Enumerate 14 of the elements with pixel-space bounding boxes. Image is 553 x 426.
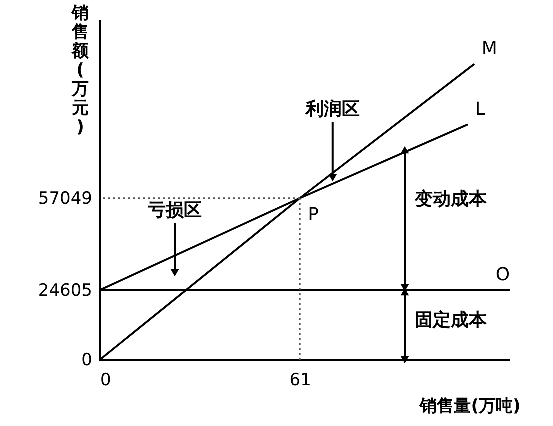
y-tick-label: 0 — [82, 350, 92, 370]
x-tick-label: 61 — [290, 370, 312, 390]
series-label: L — [475, 98, 486, 120]
y-tick-label: 24605 — [38, 280, 92, 301]
ref-line-label: O — [496, 264, 510, 286]
annotation: 固定成本 — [415, 310, 488, 331]
annotation: 变动成本 — [414, 189, 488, 210]
annotation: 亏损区 — [147, 200, 202, 221]
series-label: M — [482, 38, 498, 60]
annotation: 利润区 — [304, 99, 360, 120]
annotation: P — [308, 204, 320, 226]
x-axis-title: 销售量(万吨) — [419, 396, 521, 416]
y-tick-label: 57049 — [38, 188, 92, 209]
y-axis-title: 销售额(万元) — [71, 4, 90, 138]
